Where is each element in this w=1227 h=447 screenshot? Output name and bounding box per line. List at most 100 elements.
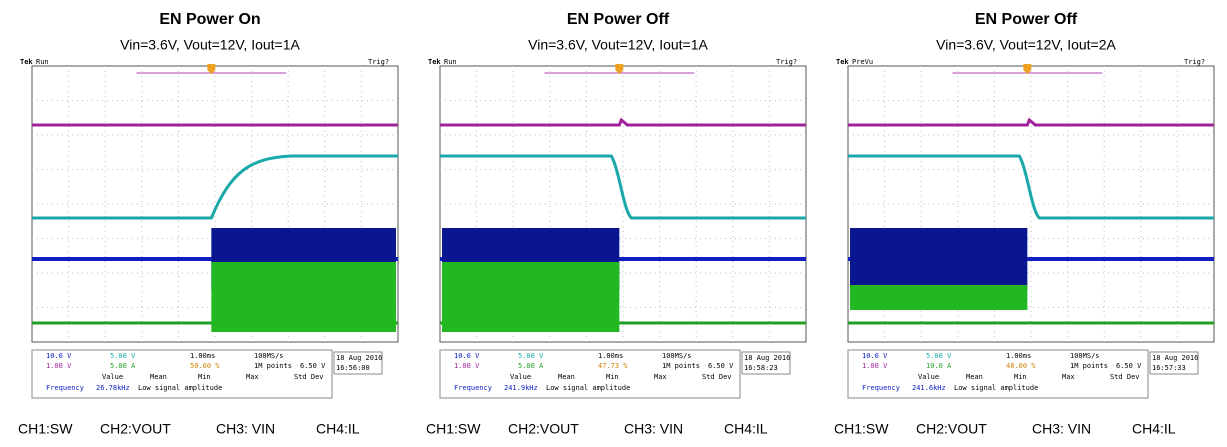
stat-header: Std Dev: [294, 373, 324, 381]
measurement-note: Low signal amplitude: [546, 384, 630, 392]
measurement: Frequency: [46, 384, 84, 392]
panel-title: EN Power On: [159, 11, 260, 28]
record-length: 1M points: [1070, 362, 1108, 370]
channel-caption: CH1:SW: [426, 421, 481, 437]
date: 18 Aug 2016: [744, 354, 790, 362]
stat-header: Min: [1014, 373, 1027, 381]
stat-header: Value: [102, 373, 123, 381]
timebase: 1.00ms: [190, 352, 215, 360]
channel-caption: CH4:IL: [316, 421, 360, 437]
status: Run: [36, 58, 49, 66]
stat-header: Std Dev: [702, 373, 732, 381]
timebase: 1.00ms: [598, 352, 623, 360]
vin-trace: [440, 117, 806, 127]
ch2-scale: 5.00 V: [518, 352, 544, 360]
date: 18 Aug 2016: [1152, 354, 1198, 362]
stat-header: Std Dev: [1110, 373, 1140, 381]
stat-header: Value: [510, 373, 531, 381]
vin-trace: [848, 117, 1214, 127]
time: 16:57:33: [1152, 364, 1186, 372]
frequency: 26.78kHz: [96, 384, 130, 392]
date-box: [333, 351, 383, 375]
date-box: [741, 351, 791, 375]
channel-caption: CH1:SW: [18, 421, 73, 437]
stat-header: Mean: [150, 373, 167, 381]
ch2-scale: 5.00 V: [926, 352, 952, 360]
stat-header: Max: [654, 373, 667, 381]
channel-caption: CH1:SW: [834, 421, 889, 437]
ch1-scale: 10.0 V: [46, 352, 72, 360]
brand: Tek: [428, 58, 441, 66]
stat-header: Min: [198, 373, 211, 381]
brand: Tek: [836, 58, 849, 66]
stat-header: Value: [918, 373, 939, 381]
il-band: [850, 285, 1028, 310]
trigger-level: 6.50 V: [300, 362, 326, 370]
position: 50.60 %: [190, 362, 220, 370]
channel-caption: CH2:VOUT: [508, 421, 579, 437]
position: 47.73 %: [598, 362, 628, 370]
channel-caption: CH2:VOUT: [916, 421, 987, 437]
sample-rate: 100MS/s: [662, 352, 692, 360]
measurement-note: Low signal amplitude: [954, 384, 1038, 392]
frequency: 241.6kHz: [912, 384, 946, 392]
sample-rate: 100MS/s: [254, 352, 284, 360]
vout-trace: [32, 154, 398, 220]
stat-header: Max: [246, 373, 259, 381]
trigger-level: 6.50 V: [708, 362, 734, 370]
measurement-note: Low signal amplitude: [138, 384, 222, 392]
trigger-marker: [207, 64, 216, 74]
channel-caption: CH3: VIN: [1032, 421, 1091, 437]
ch1-scale: 10.0 V: [454, 352, 480, 360]
trigger: Trig?: [1184, 58, 1205, 66]
stat-header: Max: [1062, 373, 1075, 381]
stat-header: Mean: [966, 373, 983, 381]
ch3-scale: 1.00 V: [454, 362, 480, 370]
il-band: [442, 262, 620, 332]
measurement: Frequency: [454, 384, 492, 392]
trigger-marker: [615, 64, 624, 74]
scope-panel: EN Power Off Vin=3.6V, Vout=12V, Iout=2A T…: [834, 11, 1215, 437]
date: 18 Aug 2016: [336, 354, 382, 362]
record-length: 1M points: [662, 362, 700, 370]
measurement: Frequency: [862, 384, 900, 392]
channel-caption: CH3: VIN: [624, 421, 683, 437]
ch3-scale: 1.00 V: [862, 362, 888, 370]
sw-band: [850, 228, 1028, 290]
sample-rate: 100MS/s: [1070, 352, 1100, 360]
vout-trace: [848, 154, 1214, 220]
record-length: 1M points: [254, 362, 292, 370]
readout-box: [847, 349, 1149, 399]
time: 16:58:23: [744, 364, 778, 372]
channel-caption: CH4:IL: [724, 421, 768, 437]
ch2-scale: 5.00 V: [110, 352, 136, 360]
trigger: Trig?: [368, 58, 389, 66]
il-band: [211, 262, 396, 332]
timebase: 1.00ms: [1006, 352, 1031, 360]
panel-title: EN Power Off: [567, 11, 670, 28]
trigger-level: 6.50 V: [1116, 362, 1142, 370]
stat-header: Min: [606, 373, 619, 381]
status: PreVu: [852, 58, 873, 66]
brand: Tek: [20, 58, 33, 66]
status: Run: [444, 58, 457, 66]
ch1-scale: 10.0 V: [862, 352, 888, 360]
readout-box: [439, 349, 741, 399]
ch3-scale: 1.00 V: [46, 362, 72, 370]
channel-caption: CH3: VIN: [216, 421, 275, 437]
ch4-scale: 5.00 A: [518, 362, 544, 370]
time: 16:56:00: [336, 364, 370, 372]
ch4-scale: 10.0 A: [926, 362, 952, 370]
readout-box: [31, 349, 333, 399]
scope-panel: EN Power On Vin=3.6V, Vout=12V, Iout=1A Te…: [18, 11, 399, 437]
ch4-scale: 5.00 A: [110, 362, 136, 370]
channel-caption: CH4:IL: [1132, 421, 1176, 437]
panel-subtitle: Vin=3.6V, Vout=12V, Iout=1A: [120, 37, 300, 53]
vout-trace: [440, 154, 806, 220]
panel-subtitle: Vin=3.6V, Vout=12V, Iout=1A: [528, 37, 708, 53]
trigger-marker: [1023, 64, 1032, 74]
trigger: Trig?: [776, 58, 797, 66]
channel-caption: CH2:VOUT: [100, 421, 171, 437]
